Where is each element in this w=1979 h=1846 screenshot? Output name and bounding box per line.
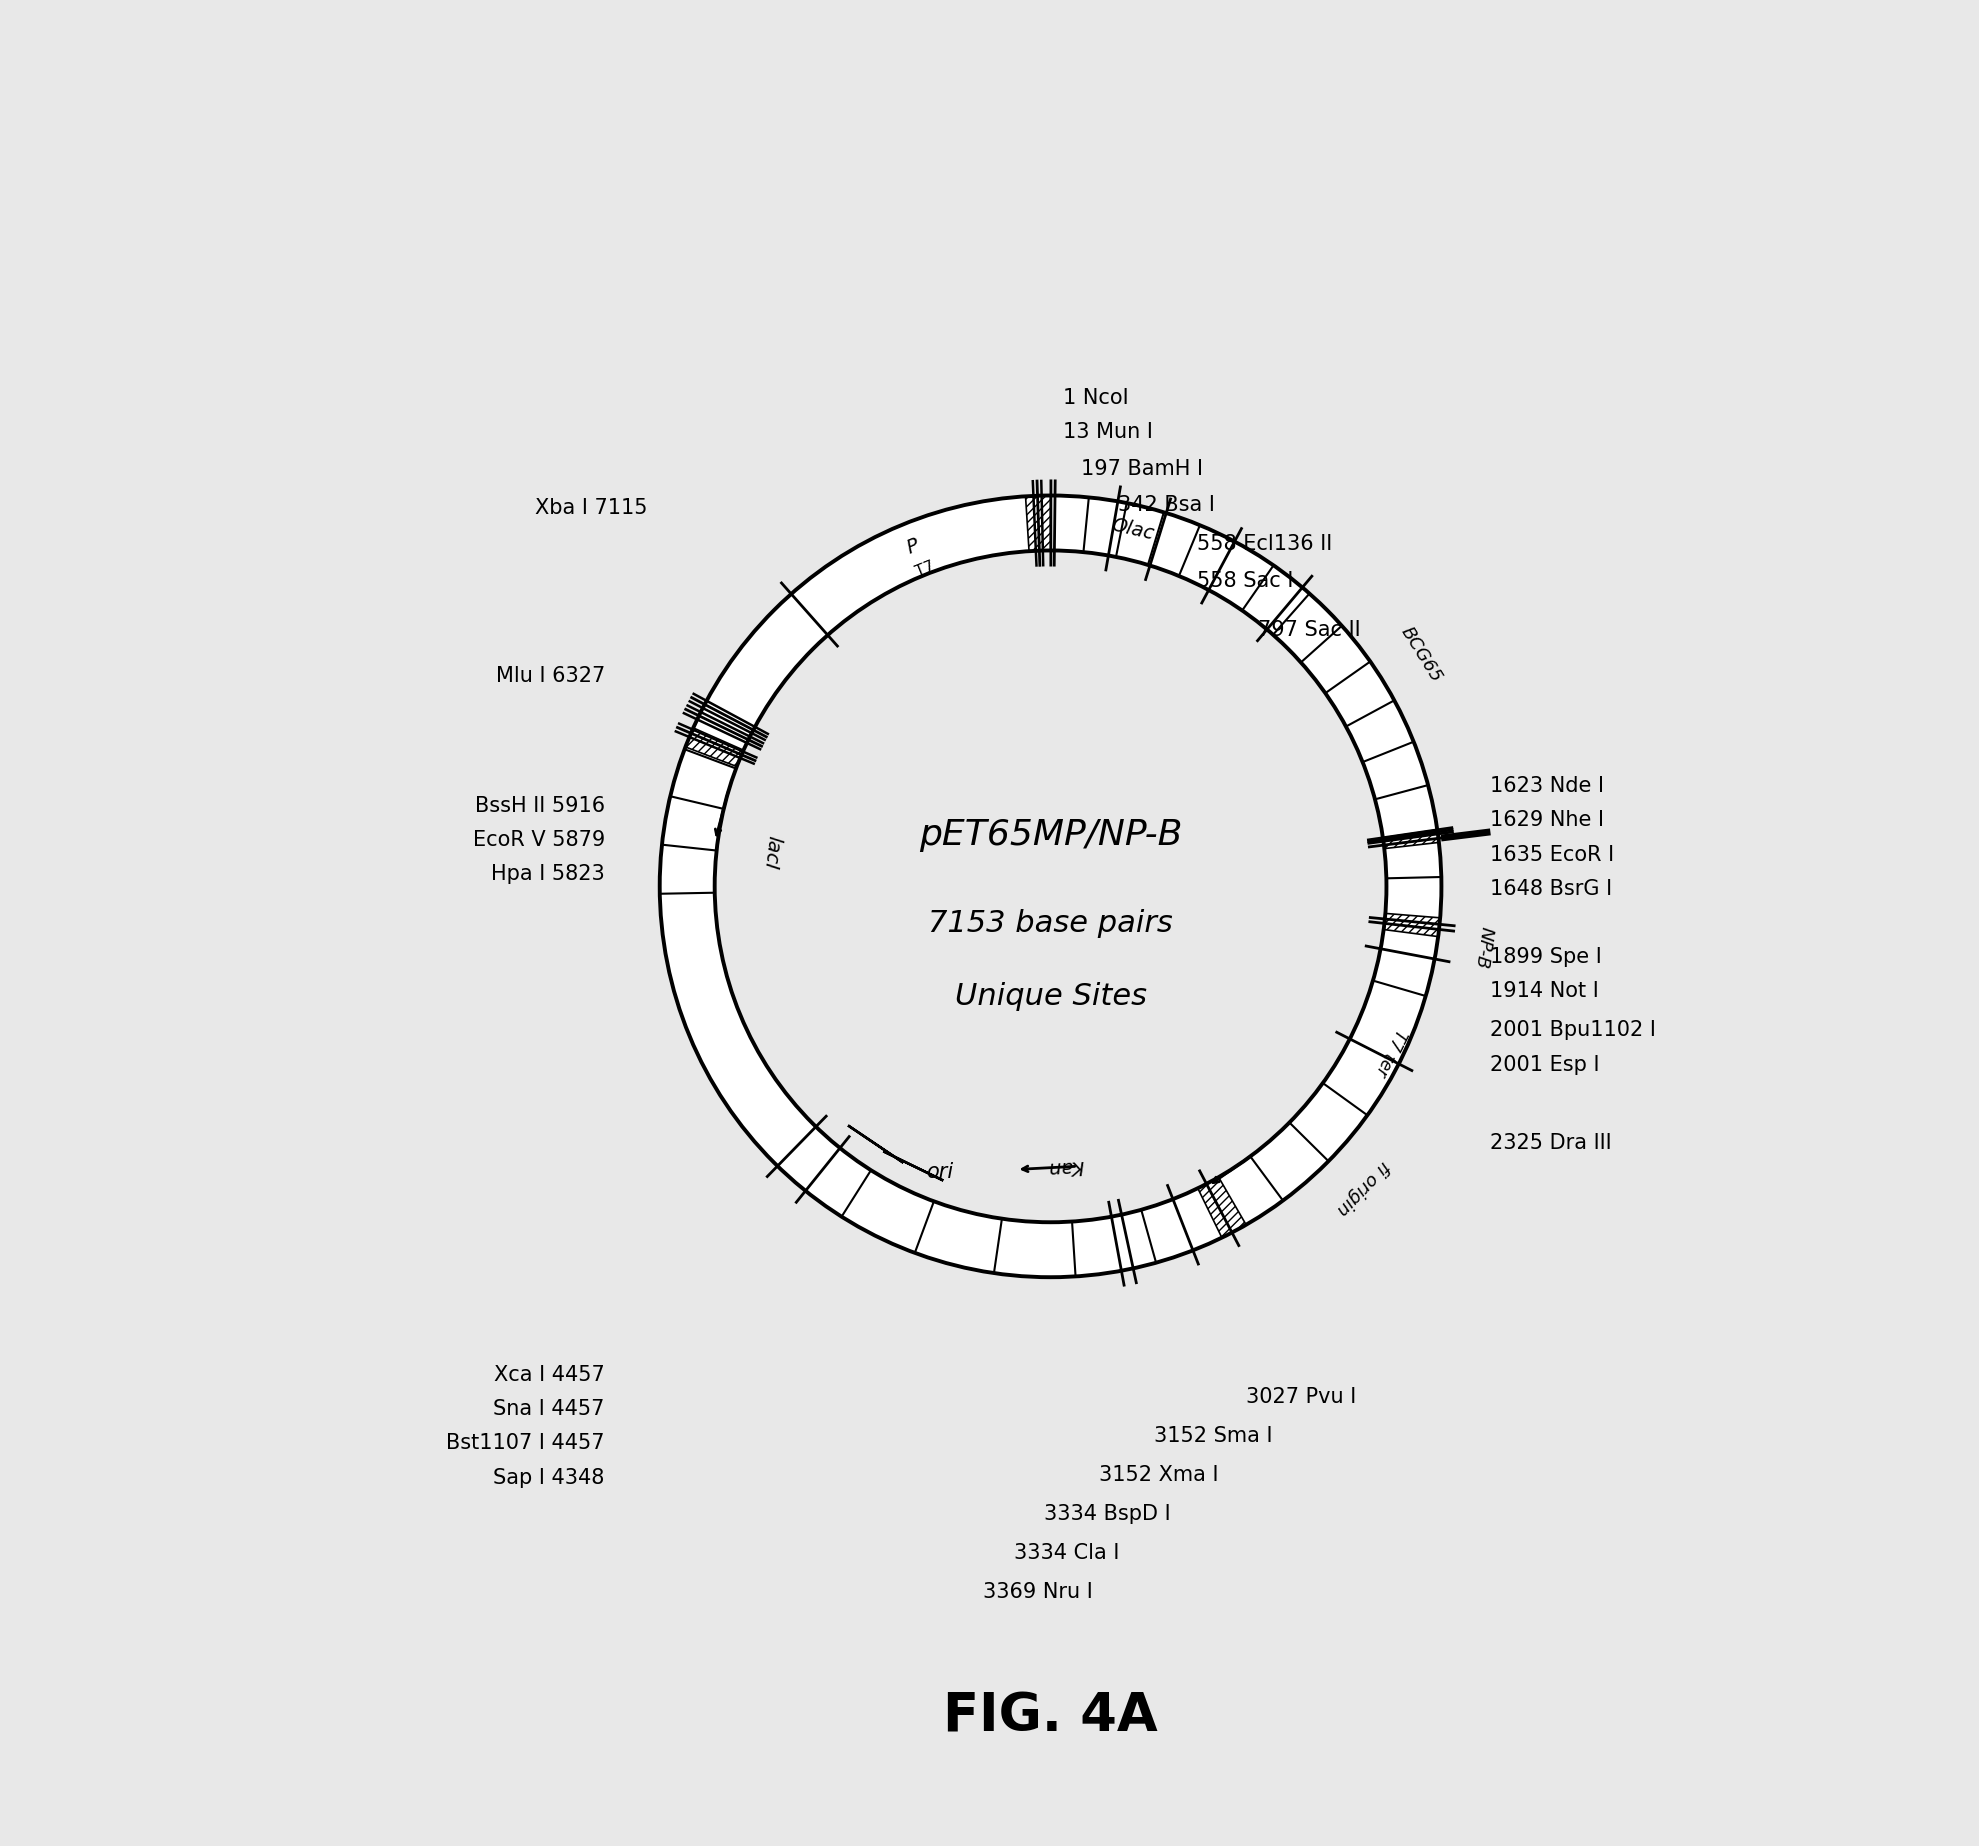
Text: 1914 Not I: 1914 Not I — [1490, 982, 1599, 1001]
Text: 1629 Nhe I: 1629 Nhe I — [1490, 810, 1605, 831]
Text: T7 ter: T7 ter — [1371, 1026, 1409, 1078]
Text: Hpa I 5823: Hpa I 5823 — [491, 864, 606, 884]
Polygon shape — [883, 1152, 944, 1181]
Text: Bst1107 I 4457: Bst1107 I 4457 — [445, 1432, 606, 1453]
Text: 3334 Cla I: 3334 Cla I — [1013, 1543, 1120, 1564]
Text: 2001 Bpu1102 I: 2001 Bpu1102 I — [1490, 1021, 1656, 1041]
Text: Xba I 7115: Xba I 7115 — [534, 498, 647, 517]
Wedge shape — [1383, 914, 1441, 936]
Text: 1635 EcoR I: 1635 EcoR I — [1490, 845, 1615, 864]
Text: NP-B: NP-B — [1472, 925, 1496, 969]
Text: 2001 Esp I: 2001 Esp I — [1490, 1054, 1599, 1074]
Text: 1648 BsrG I: 1648 BsrG I — [1490, 879, 1613, 899]
Text: 3152 Xma I: 3152 Xma I — [1100, 1466, 1219, 1484]
Text: Kan: Kan — [1047, 1156, 1084, 1178]
Text: ori: ori — [926, 1161, 954, 1181]
Text: BssH II 5916: BssH II 5916 — [475, 796, 606, 816]
Text: 197 BamH I: 197 BamH I — [1081, 458, 1203, 478]
Text: pET65MP/NP-B: pET65MP/NP-B — [918, 818, 1181, 853]
Text: 1899 Spe I: 1899 Spe I — [1490, 947, 1603, 967]
Text: Olac: Olac — [1110, 515, 1156, 543]
Text: Sap I 4348: Sap I 4348 — [493, 1468, 606, 1488]
Text: 1623 Nde I: 1623 Nde I — [1490, 775, 1605, 796]
Wedge shape — [1383, 831, 1439, 849]
Text: 3152 Sma I: 3152 Sma I — [1154, 1425, 1272, 1445]
Text: 797 Sac II: 797 Sac II — [1259, 620, 1362, 641]
Text: 342 Bsa I: 342 Bsa I — [1118, 495, 1215, 515]
Text: 3027 Pvu I: 3027 Pvu I — [1247, 1386, 1356, 1407]
Text: BCG65: BCG65 — [1397, 624, 1445, 685]
Text: Sna I 4457: Sna I 4457 — [493, 1399, 606, 1420]
Text: T7: T7 — [914, 559, 938, 580]
Text: P: P — [904, 535, 922, 557]
Text: lacI: lacI — [760, 834, 784, 869]
Text: 558 Ecl136 II: 558 Ecl136 II — [1197, 533, 1332, 554]
Text: 558 Sac I: 558 Sac I — [1197, 570, 1294, 591]
Text: FIG. 4A: FIG. 4A — [944, 1691, 1158, 1743]
Text: 7153 base pairs: 7153 base pairs — [928, 908, 1174, 938]
Text: 3369 Nru I: 3369 Nru I — [984, 1582, 1092, 1602]
Text: fi origin: fi origin — [1332, 1157, 1393, 1218]
Text: 1 NcoI: 1 NcoI — [1063, 388, 1128, 408]
Text: Xca I 4457: Xca I 4457 — [495, 1364, 606, 1384]
Wedge shape — [1197, 1178, 1247, 1237]
Wedge shape — [1025, 495, 1051, 552]
Text: 2325 Dra III: 2325 Dra III — [1490, 1133, 1613, 1154]
Text: Mlu I 6327: Mlu I 6327 — [495, 666, 606, 687]
Wedge shape — [685, 727, 744, 766]
Text: EcoR V 5879: EcoR V 5879 — [473, 831, 606, 849]
Polygon shape — [849, 1126, 902, 1163]
Text: 13 Mun I: 13 Mun I — [1063, 423, 1152, 441]
Text: 3334 BspD I: 3334 BspD I — [1045, 1504, 1172, 1525]
Text: Unique Sites: Unique Sites — [954, 982, 1146, 1012]
